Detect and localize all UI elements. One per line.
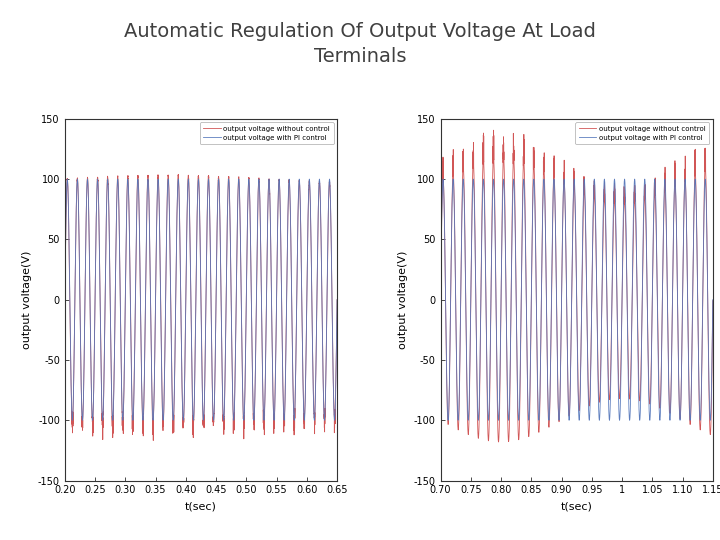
output voltage with PI control [255,176,264,183]
output voltage with PI control [333,296,341,303]
output voltage without control [638,281,647,288]
output voltage without control [535,426,544,433]
Line: output voltage with PI control: output voltage with PI control [65,179,337,420]
output voltage with PI control [598,312,606,319]
output voltage without control [436,297,445,303]
output voltage with PI control [74,202,83,208]
output voltage with PI control [630,176,639,183]
Legend: output voltage without control, output voltage with PI control: output voltage without control, output v… [575,122,709,144]
X-axis label: t(sec): t(sec) [185,501,217,511]
X-axis label: t(sec): t(sec) [561,501,593,511]
output voltage without control [60,296,69,303]
output voltage with PI control [262,279,271,286]
Line: output voltage without control: output voltage without control [441,130,713,442]
Text: Automatic Regulation Of Output Voltage At Load
Terminals: Automatic Regulation Of Output Voltage A… [124,22,596,65]
output voltage without control [74,201,83,208]
output voltage with PI control [514,417,523,423]
output voltage with PI control [638,279,647,286]
output voltage without control [708,298,717,304]
output voltage with PI control [450,202,459,208]
output voltage with PI control [535,415,544,422]
Legend: output voltage without control, output voltage with PI control: output voltage without control, output v… [199,122,333,144]
output voltage without control [652,272,661,279]
output voltage with PI control [233,196,242,202]
output voltage without control [490,127,498,133]
output voltage with PI control [708,296,717,303]
output voltage without control [333,296,341,303]
output voltage without control [494,438,503,445]
output voltage without control [159,419,168,426]
output voltage with PI control [277,269,286,276]
output voltage without control [450,197,459,203]
Y-axis label: output voltage(V): output voltage(V) [22,251,32,349]
output voltage without control [598,307,606,314]
output voltage without control [262,279,271,286]
output voltage with PI control [652,269,661,276]
output voltage with PI control [159,415,168,422]
output voltage without control [174,171,183,178]
Line: output voltage with PI control: output voltage with PI control [441,179,713,420]
output voltage without control [222,310,230,316]
output voltage with PI control [139,417,148,423]
output voltage with PI control [436,296,445,303]
output voltage without control [609,212,618,218]
output voltage without control [277,270,286,276]
Y-axis label: output voltage(V): output voltage(V) [398,251,408,349]
Line: output voltage without control: output voltage without control [65,174,337,441]
output voltage with PI control [60,296,69,303]
output voltage with PI control [222,312,230,319]
output voltage with PI control [609,196,618,202]
output voltage without control [233,193,242,200]
output voltage without control [149,437,158,444]
